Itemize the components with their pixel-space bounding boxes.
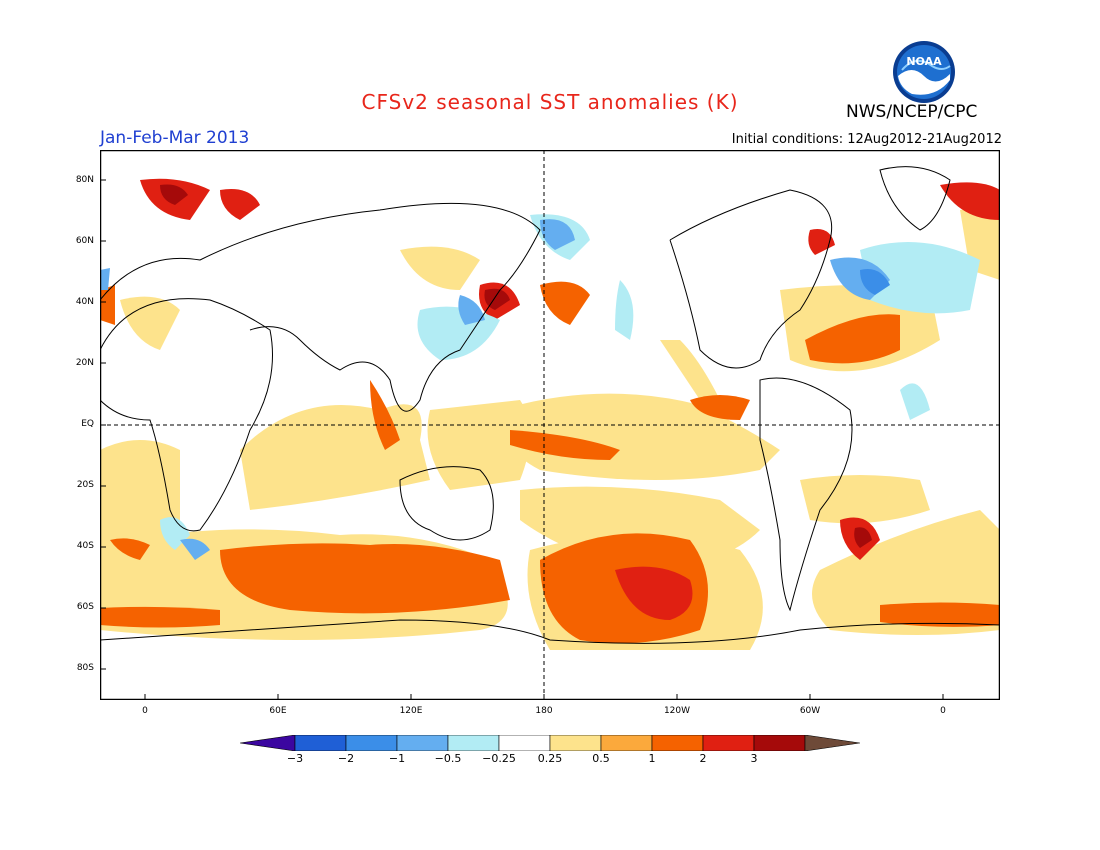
colorbar-swatch	[702, 735, 755, 751]
colorbar-swatch	[600, 735, 653, 751]
colorbar-swatch	[447, 735, 500, 751]
colorbar-label: 1	[648, 752, 656, 765]
lon-tick-120e: 120E	[399, 706, 423, 716]
lat-tick-80n: 80N	[75, 175, 94, 185]
lat-tick-80s: 80S	[76, 663, 94, 673]
colorbar-swatch	[651, 735, 704, 751]
colorbar-label: −2	[337, 752, 355, 765]
lon-tick-60w: 60W	[799, 706, 821, 716]
tick-marks	[100, 179, 944, 700]
lon-tick-60e: 60E	[269, 706, 287, 716]
lat-tick-40s: 40S	[76, 541, 94, 551]
lat-tick-20s: 20S	[76, 480, 94, 490]
lon-tick-0-east: 0	[940, 706, 946, 716]
colorbar-swatch	[804, 735, 860, 751]
coastlines	[100, 166, 1000, 644]
colorbar-label: 0.5	[592, 752, 610, 765]
colorbar-swatch	[498, 735, 551, 751]
lat-tick-60s: 60S	[76, 602, 94, 612]
colorbar-swatch	[294, 735, 347, 751]
colorbar	[240, 735, 860, 751]
colorbar-label: 3	[750, 752, 758, 765]
colorbar-label: −0.25	[482, 752, 516, 765]
colorbar-label: −0.5	[434, 752, 462, 765]
lat-tick-eq: EQ	[81, 419, 94, 429]
anomaly-0.5-1	[100, 281, 1000, 644]
colorbar-label: 0.25	[537, 752, 563, 765]
initial-conditions: Initial conditions: 12Aug2012-21Aug2012	[731, 132, 1002, 147]
logo-text: NOAA	[906, 55, 942, 68]
lon-tick-0: 0	[142, 706, 148, 716]
colorbar-label: 2	[699, 752, 707, 765]
forecast-period: Jan-Feb-Mar 2013	[100, 128, 250, 148]
lon-tick-180: 180	[535, 706, 553, 716]
lat-tick-60n: 60N	[75, 236, 94, 246]
lat-tick-20n: 20N	[75, 358, 94, 368]
lat-tick-40n: 40N	[75, 297, 94, 307]
map-title: CFSv2 seasonal SST anomalies (K)	[361, 90, 739, 114]
colorbar-swatch	[345, 735, 398, 751]
anomaly-neg1-neg2	[860, 269, 890, 295]
agency-label: NWS/NCEP/CPC	[846, 102, 978, 122]
colorbar-label: −1	[388, 752, 406, 765]
anomaly-2-3	[160, 184, 872, 548]
sst-anomaly-map	[100, 150, 1000, 700]
colorbar-swatch	[396, 735, 449, 751]
colorbar-swatch	[549, 735, 602, 751]
noaa-logo: NOAA	[893, 41, 955, 103]
colorbar-swatch	[240, 735, 296, 751]
colorbar-label: −3	[286, 752, 304, 765]
colorbar-swatch	[753, 735, 806, 751]
lon-tick-120w: 120W	[663, 706, 691, 716]
